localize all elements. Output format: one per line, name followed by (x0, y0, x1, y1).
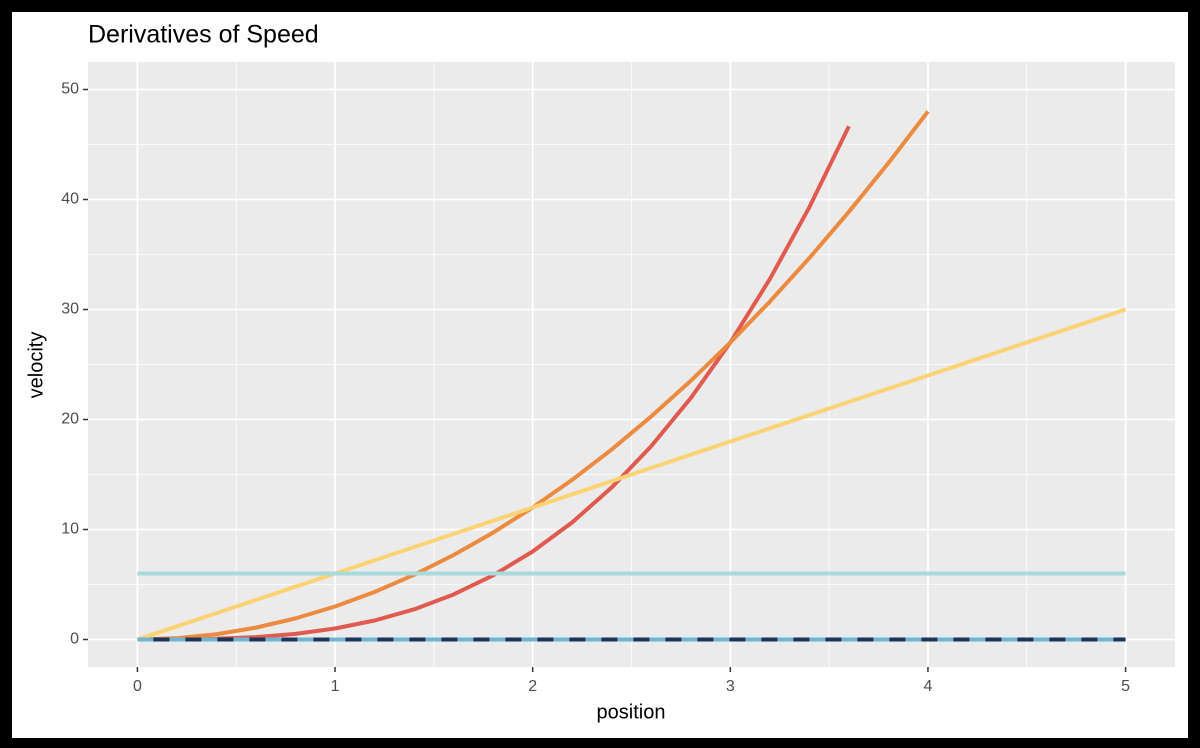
line-series (136, 307, 1127, 642)
y-tick-label: 30 (61, 301, 79, 318)
x-tick-label: 1 (331, 678, 340, 695)
x-axis-label: position (597, 701, 666, 723)
chart-title: Derivatives of Speed (88, 21, 319, 49)
x-tick-label: 0 (133, 678, 142, 695)
x-tick-label: 5 (1121, 678, 1130, 695)
y-axis-label: velocity (25, 332, 47, 399)
y-tick-label: 0 (70, 631, 79, 648)
y-tick-label: 20 (61, 411, 79, 428)
x-tick-label: 4 (924, 678, 933, 695)
y-tick-label: 10 (61, 521, 79, 538)
lines (136, 110, 1127, 642)
x-tick-label: 2 (528, 678, 537, 695)
x-tick-label: 3 (726, 678, 735, 695)
y-tick-label: 50 (61, 81, 79, 98)
y-tick-label: 40 (61, 191, 79, 208)
